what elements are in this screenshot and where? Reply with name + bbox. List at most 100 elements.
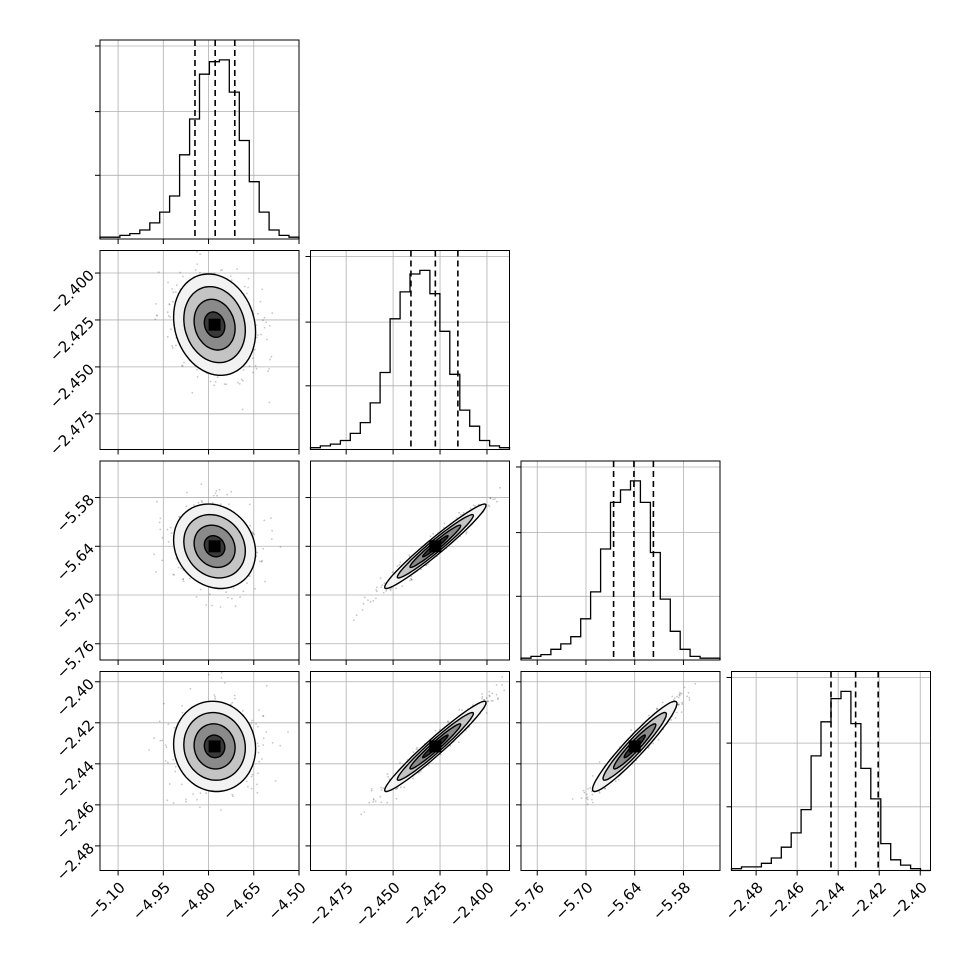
sample-point — [191, 391, 194, 394]
x-tick-label: −5.58 — [649, 879, 694, 924]
sample-point — [488, 690, 491, 693]
sample-point — [199, 588, 202, 591]
sample-point — [232, 795, 234, 798]
sample-point — [231, 793, 234, 796]
sample-point — [367, 599, 369, 602]
sample-point — [171, 288, 174, 290]
density-peak — [429, 540, 442, 553]
sample-point — [489, 497, 492, 500]
sample-point — [246, 582, 248, 584]
sample-point — [494, 498, 496, 500]
sample-point — [474, 505, 476, 507]
sample-point — [195, 596, 198, 598]
sample-point — [230, 279, 233, 282]
sample-point — [248, 503, 251, 506]
sample-point — [389, 588, 392, 591]
sample-point — [258, 709, 260, 711]
sample-point — [168, 783, 171, 785]
sample-point — [225, 591, 228, 594]
sample-point — [262, 547, 265, 550]
histogram-3 — [730, 690, 931, 872]
sample-point — [399, 786, 402, 789]
sample-point — [262, 715, 264, 718]
sample-point — [256, 783, 258, 786]
sample-point — [427, 563, 429, 566]
sample-point — [256, 551, 259, 554]
sample-point — [155, 571, 158, 573]
sample-point — [197, 501, 200, 504]
sample-point — [503, 689, 506, 692]
sample-point — [408, 554, 411, 556]
sample-point — [183, 361, 186, 364]
sample-point — [590, 790, 593, 793]
sample-point — [172, 300, 174, 303]
sample-point — [268, 401, 271, 404]
sample-point — [153, 553, 156, 556]
sample-point — [193, 504, 195, 506]
sample-point — [177, 566, 180, 569]
sample-point — [196, 798, 198, 801]
sample-point — [164, 760, 167, 762]
sample-point — [434, 729, 437, 732]
sample-point — [247, 277, 250, 280]
sample-point — [458, 708, 461, 711]
sample-point — [257, 751, 260, 754]
x-tick-label: −4.50 — [265, 879, 310, 924]
sample-point — [589, 786, 592, 789]
sample-point — [418, 771, 421, 774]
y-tick-label: −2.400 — [46, 266, 98, 318]
sample-point — [360, 813, 363, 816]
sample-point — [246, 292, 248, 295]
sample-point — [582, 789, 585, 792]
density-peak — [208, 740, 221, 753]
sample-point — [263, 326, 266, 329]
sample-point — [155, 314, 158, 317]
sample-point — [370, 789, 373, 792]
y-tick-label: −2.44 — [53, 757, 98, 802]
sample-point — [156, 315, 159, 317]
sample-point — [617, 778, 620, 781]
sample-point — [209, 380, 212, 383]
sample-point — [169, 526, 172, 529]
sample-point — [483, 699, 486, 701]
sample-point — [257, 745, 260, 747]
sample-point — [396, 787, 398, 790]
sample-point — [171, 345, 174, 347]
sample-point — [179, 271, 182, 274]
sample-point — [157, 271, 160, 274]
sample-point — [193, 244, 195, 246]
sample-point — [219, 606, 222, 608]
x-tick-label: −2.425 — [399, 879, 451, 931]
sample-point — [164, 744, 167, 746]
sample-point — [254, 348, 256, 351]
sample-point — [261, 758, 263, 760]
sample-point — [185, 505, 188, 508]
panel-3-1: −2.475−2.450−2.425−2.400 — [305, 671, 510, 931]
sample-point — [673, 697, 676, 699]
sample-point — [271, 312, 274, 314]
sample-point — [174, 770, 177, 773]
sample-point — [263, 519, 266, 522]
sample-point — [389, 589, 392, 592]
sample-point — [591, 793, 594, 796]
density-peak — [208, 318, 221, 331]
sample-point — [208, 593, 211, 595]
sample-point — [416, 746, 419, 749]
sample-point — [420, 568, 422, 571]
sample-point — [401, 585, 404, 587]
sample-point — [499, 486, 501, 489]
sample-point — [251, 531, 254, 533]
sample-point — [267, 370, 270, 373]
panel-content — [571, 682, 697, 806]
sample-point — [383, 582, 386, 585]
sample-point — [218, 488, 221, 491]
sample-point — [167, 540, 170, 543]
histogram-2 — [520, 480, 721, 660]
sample-point — [244, 285, 246, 288]
sample-point — [458, 511, 460, 514]
y-tick-label: −2.42 — [53, 716, 98, 761]
x-tick-label: −2.42 — [845, 879, 890, 924]
sample-point — [446, 720, 449, 723]
sample-point — [214, 697, 217, 700]
